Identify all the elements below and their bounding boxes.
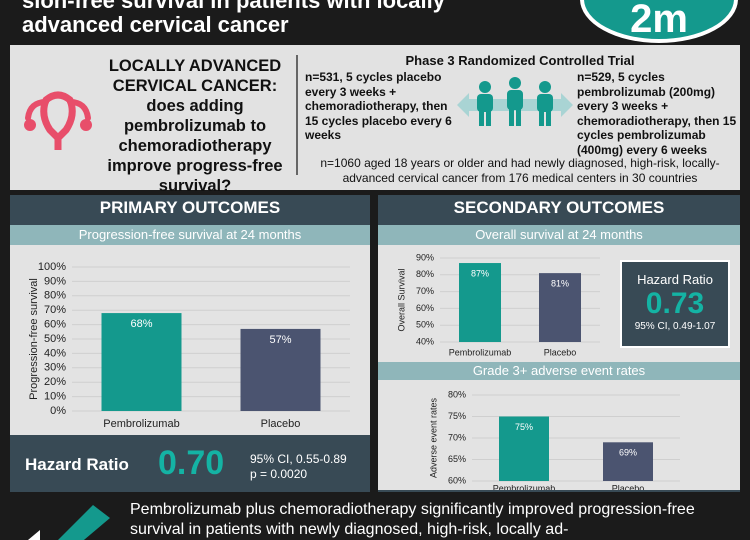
value-label: 81% — [551, 278, 569, 288]
chart-title: Overall survival at 24 months — [378, 225, 740, 245]
placebo-arm: n=531, 5 cycles placebo every 3 weeks + … — [305, 70, 452, 142]
y-tick-label: 0% — [50, 405, 66, 417]
hazard-ci: 95% CI, 0.49-1.07 — [634, 321, 716, 332]
primary-heading: PRIMARY OUTCOMES — [99, 198, 281, 217]
y-tick-label: 10% — [44, 391, 66, 403]
y-tick-label: 75% — [448, 411, 466, 421]
logo: 2m — [580, 0, 738, 43]
chart-title: Grade 3+ adverse event rates — [378, 362, 740, 380]
hazard-label: Hazard Ratio — [637, 272, 713, 287]
bar — [240, 328, 321, 411]
hazard-ci: 95% CI, 0.55-0.89 — [250, 452, 347, 466]
hazard-box: Hazard Ratio 0.73 95% CI, 0.49-1.07 — [620, 260, 730, 348]
x-tick-label: Pembrolizumab — [449, 347, 512, 357]
y-tick-label: 80% — [416, 269, 434, 279]
y-tick-label: 60% — [448, 475, 466, 485]
conclusion: Pembrolizumab plus chemoradiotherapy sig… — [130, 501, 695, 538]
hazard-p: p = 0.0020 — [250, 467, 308, 481]
x-tick-label: Placebo — [261, 418, 301, 430]
x-tick-label: Placebo — [544, 347, 577, 357]
y-axis-label: Overall Survival — [396, 268, 406, 331]
value-label: 69% — [619, 448, 637, 458]
y-tick-label: 80% — [448, 389, 466, 399]
y-tick-label: 65% — [448, 454, 466, 464]
y-tick-label: 70% — [44, 304, 66, 316]
y-tick-label: 50% — [44, 333, 66, 345]
x-tick-label: Placebo — [612, 483, 645, 490]
y-axis-label: Progression-free survival — [28, 278, 40, 400]
value-label: 75% — [515, 422, 533, 432]
value-label: 87% — [471, 268, 489, 278]
x-tick-label: Pembrolizumab — [493, 483, 556, 490]
divider — [296, 55, 298, 175]
pembrolizumab-arm: n=529, 5 cycles pembrolizumab (200mg) ev… — [577, 70, 737, 157]
hazard-value: 0.70 — [158, 444, 225, 482]
y-tick-label: 60% — [44, 319, 66, 331]
title-line: sion-free survival in patients with loca… — [22, 0, 446, 13]
secondary-heading: SECONDARY OUTCOMES — [453, 198, 665, 217]
chart: 60% 65% 70% 75% 80% Adverse event rates 75% Pem… — [378, 380, 740, 490]
uterus-icon — [24, 91, 92, 150]
x-tick-label: Pembrolizumab — [103, 418, 179, 430]
chart: 0% 10% 20% 30% 40% 50% 60% 70% 80% 90% 100% Progres… — [10, 245, 370, 435]
chart-title: Progression-free survival at 24 months — [10, 225, 370, 245]
pen-icon — [28, 505, 110, 540]
y-axis-label: Adverse event rates — [428, 397, 438, 478]
logo-text: 2m — [630, 0, 688, 41]
question: LOCALLY ADVANCED CERVICAL CANCER: does a… — [100, 56, 290, 196]
value-label: 57% — [269, 334, 291, 346]
y-tick-label: 100% — [38, 261, 66, 273]
hazard-value: 0.73 — [645, 287, 705, 320]
y-tick-label: 80% — [44, 290, 66, 302]
y-tick-label: 30% — [44, 362, 66, 374]
population: n=1060 aged 18 years or older and had ne… — [320, 156, 720, 185]
study-panel — [10, 45, 740, 190]
y-tick-label: 70% — [448, 432, 466, 442]
bar — [603, 442, 653, 481]
y-tick-label: 50% — [416, 320, 434, 330]
bar — [101, 313, 182, 411]
bar — [499, 416, 549, 481]
question-text: does adding pembrolizumab to chemoradiot… — [107, 97, 283, 195]
y-tick-label: 90% — [416, 252, 434, 262]
y-tick-label: 20% — [44, 376, 66, 388]
people-icon — [457, 77, 573, 126]
y-tick-label: 40% — [44, 347, 66, 359]
y-tick-label: 70% — [416, 286, 434, 296]
bar — [459, 263, 501, 342]
y-tick-label: 40% — [416, 336, 434, 346]
value-label: 68% — [130, 318, 152, 330]
y-tick-label: 60% — [416, 303, 434, 313]
trial-title: Phase 3 Randomized Controlled Trial — [405, 53, 635, 68]
hazard-label: Hazard Ratio — [25, 455, 129, 474]
bar — [539, 273, 581, 342]
title-line: advanced cervical cancer — [22, 12, 289, 37]
question-heading: LOCALLY ADVANCED CERVICAL CANCER: — [108, 57, 282, 95]
y-tick-label: 90% — [44, 275, 66, 287]
